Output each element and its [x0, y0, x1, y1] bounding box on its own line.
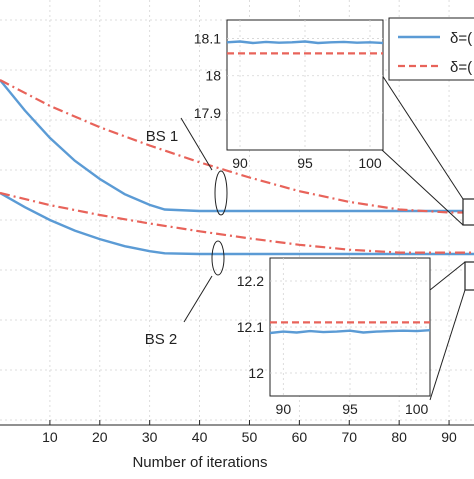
bs2-inset-y-tick-label: 12.2	[237, 273, 264, 289]
bs2-connector-bottom	[429, 289, 466, 401]
x-tick-label: 80	[391, 429, 407, 445]
bs2-leader	[183, 275, 213, 323]
x-tick-label: 10	[42, 429, 58, 445]
x-tick-label: 60	[292, 429, 308, 445]
bs2-callout-box	[464, 261, 474, 291]
x-axis-label: Number of iterations	[132, 454, 267, 471]
legend-label-1: δ=(	[450, 30, 472, 47]
x-tick-label: 70	[341, 429, 357, 445]
bs2-inset-solid-line	[269, 329, 431, 335]
bs1-annotation: BS 1	[146, 128, 179, 145]
bs2-inset-x-tick-label: 100	[405, 401, 429, 417]
bs1-inset-x-tick-label: 90	[232, 155, 248, 171]
bs2-inset-x-tick-label: 95	[342, 401, 358, 417]
bs1-connector-bottom	[381, 149, 464, 226]
bs1-solid-line	[0, 79, 474, 213]
bs2-solid-line	[0, 191, 474, 256]
bs2-connector-top	[429, 261, 466, 291]
x-tick-label: 30	[142, 429, 158, 445]
legend-box	[388, 17, 474, 81]
bs1-dash-dot-line	[0, 79, 474, 214]
x-tick-label: 50	[242, 429, 258, 445]
bs2-dash-dot-line	[0, 191, 474, 254]
bs1-inset-x-tick-label: 95	[297, 155, 313, 171]
legend-label-2: δ=(	[450, 59, 472, 76]
bs1-inset-y-tick-label: 17.9	[194, 105, 221, 121]
bs1-group-ellipse	[214, 170, 228, 216]
bs2-inset-y-tick-label: 12.1	[237, 319, 264, 335]
bs2-group-ellipse	[211, 240, 225, 276]
bs1-inset-y-tick-label: 18	[205, 68, 221, 84]
bs2-inset-x-tick-label: 90	[276, 401, 292, 417]
bs1-inset-solid-line	[226, 40, 384, 45]
bs1-inset-y-tick-label: 18.1	[194, 31, 221, 47]
x-tick-label: 20	[92, 429, 108, 445]
x-tick-label: 40	[192, 429, 208, 445]
bs1-leader	[180, 117, 213, 171]
bs2-inset-y-tick-label: 12	[248, 365, 264, 381]
bs2-annotation: BS 2	[145, 331, 178, 348]
x-tick-label: 90	[441, 429, 457, 445]
bs1-callout-box	[462, 198, 474, 226]
bs1-inset-x-tick-label: 100	[358, 155, 382, 171]
bs1-connector-top	[381, 74, 464, 200]
